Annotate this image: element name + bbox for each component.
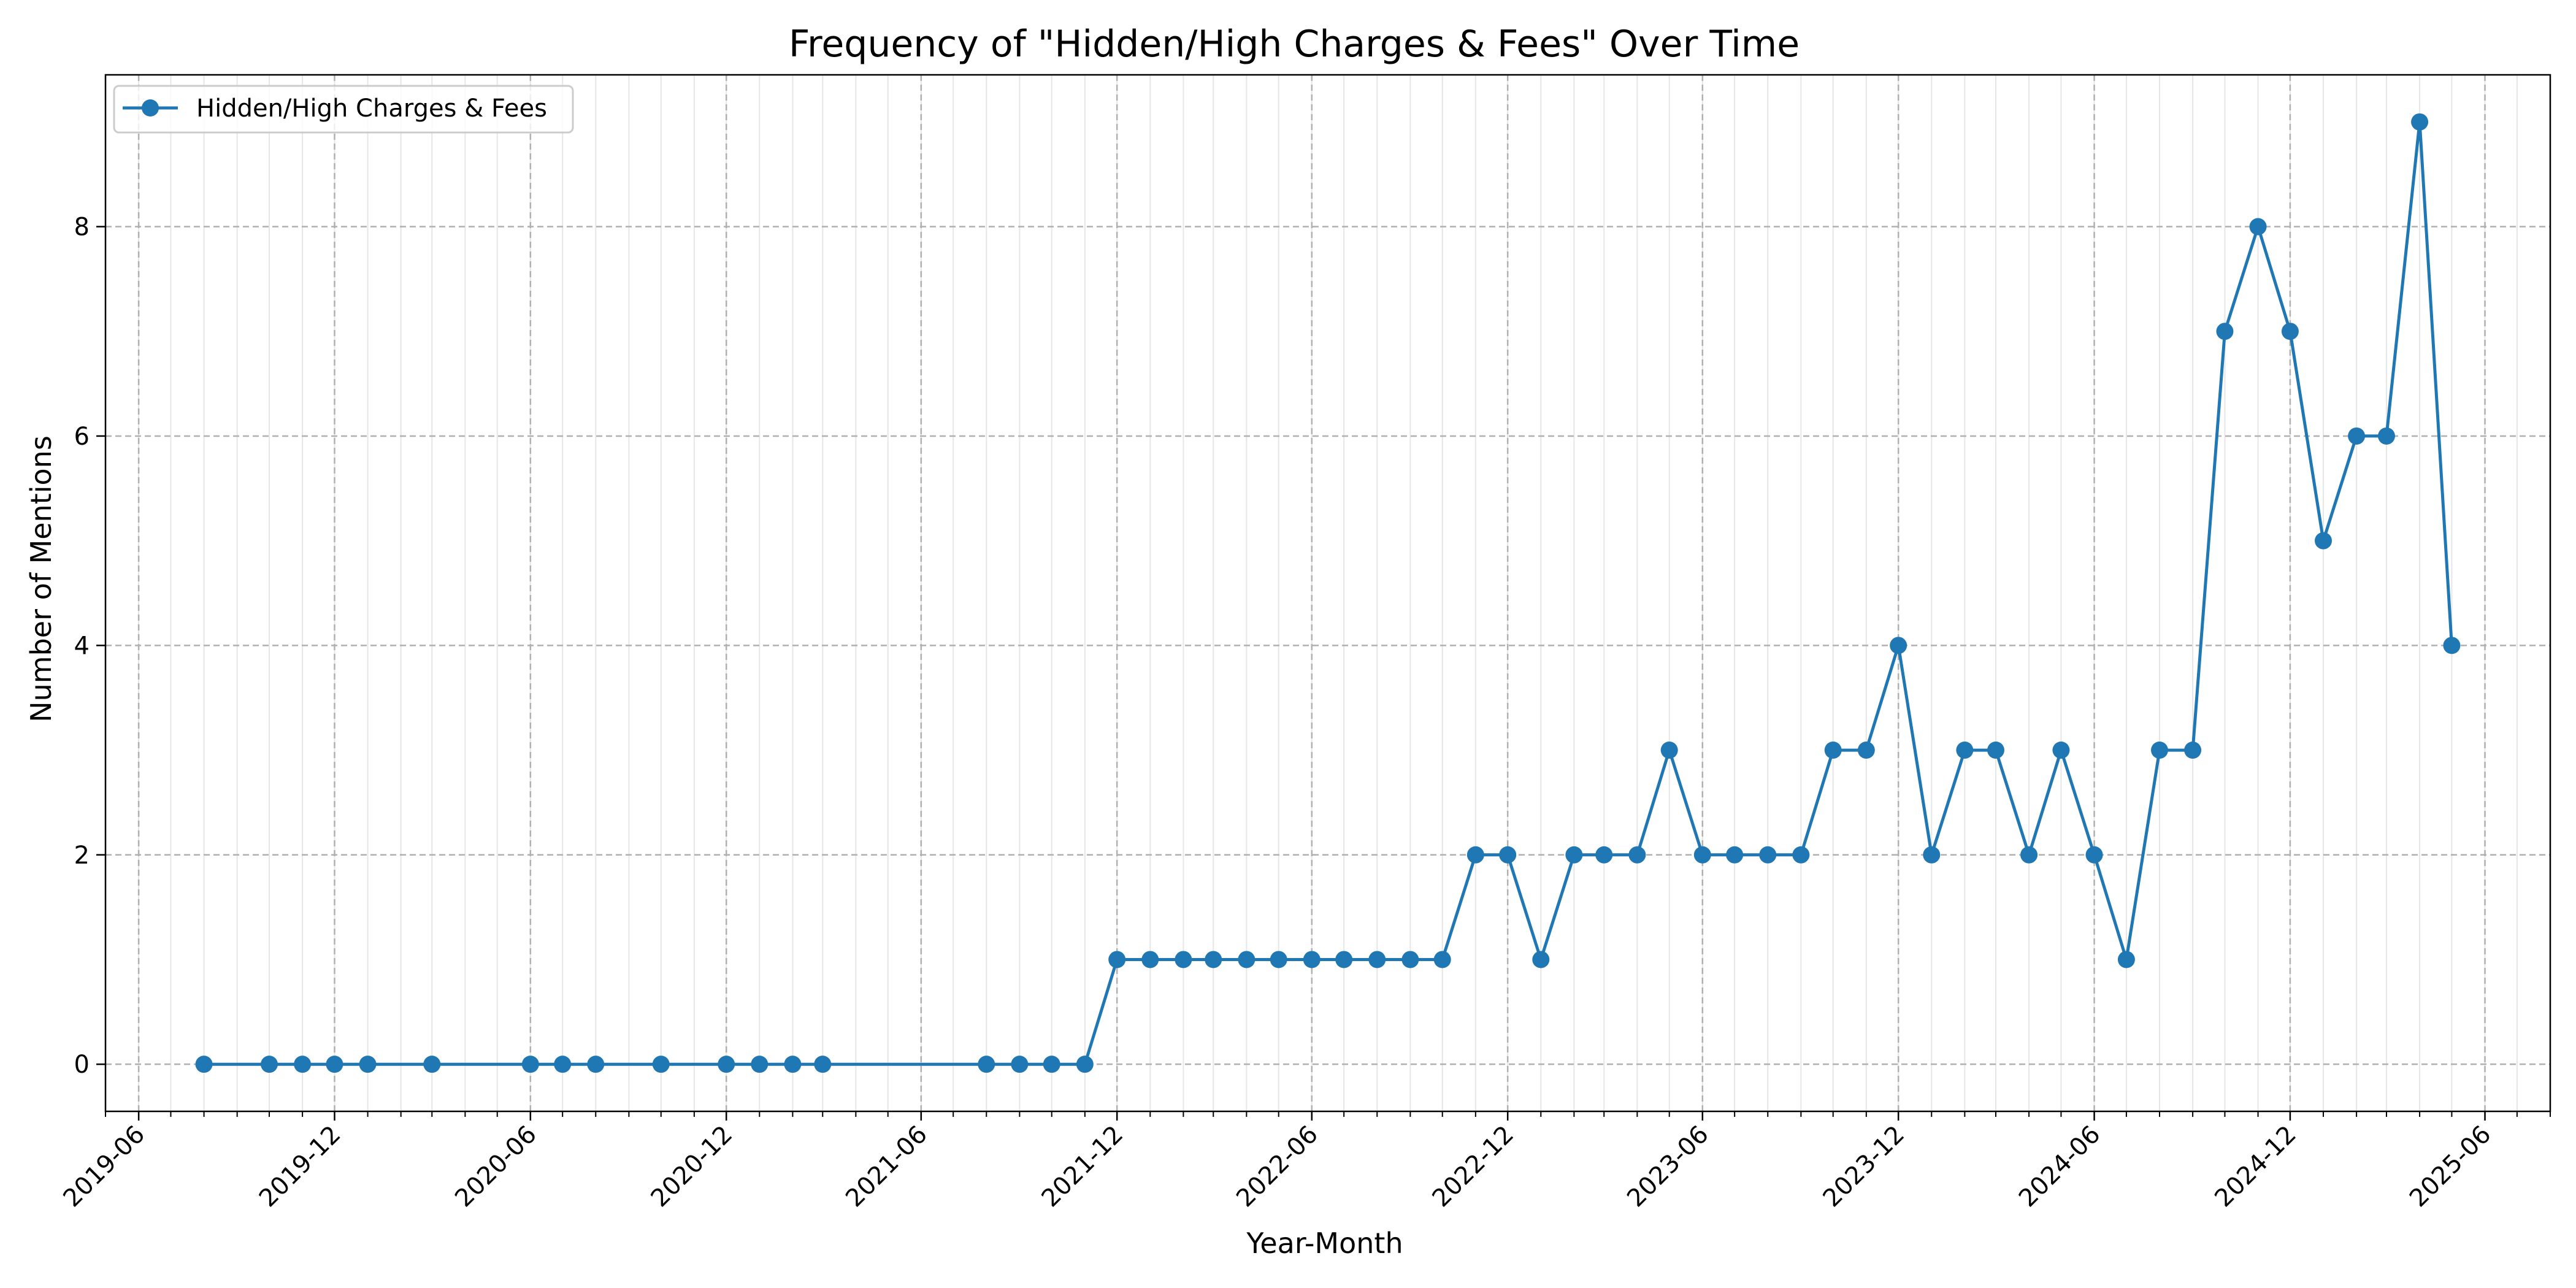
data-point xyxy=(1335,951,1353,968)
legend-entry: Hidden/High Charges & Fees xyxy=(196,94,547,123)
data-point xyxy=(326,1056,343,1073)
major-grid xyxy=(105,75,2550,1111)
data-point xyxy=(1270,951,1287,968)
data-point xyxy=(2348,427,2366,445)
data-point xyxy=(1792,846,1810,864)
x-tick-label: 2019-06 xyxy=(58,1121,150,1213)
data-point xyxy=(1759,846,1777,864)
data-point xyxy=(1987,742,2004,759)
data-point xyxy=(1043,1056,1060,1073)
data-point xyxy=(1238,951,1255,968)
data-point xyxy=(1011,1056,1029,1073)
data-point xyxy=(2085,846,2103,864)
x-tick-label: 2020-12 xyxy=(646,1121,738,1213)
data-point xyxy=(2117,951,2135,968)
data-point xyxy=(2020,846,2038,864)
x-tick-label: 2021-06 xyxy=(840,1121,933,1213)
data-point xyxy=(294,1056,312,1073)
data-point xyxy=(1595,846,1613,864)
data-point xyxy=(1076,1056,1094,1073)
data-point xyxy=(195,1056,213,1073)
data-point xyxy=(1141,951,1159,968)
data-point xyxy=(1499,846,1517,864)
data-point xyxy=(1660,742,1678,759)
data-point xyxy=(1693,846,1711,864)
series-layer xyxy=(195,113,2461,1073)
data-point xyxy=(1205,951,1222,968)
data-point xyxy=(1956,742,1974,759)
data-point xyxy=(2184,742,2202,759)
data-point xyxy=(751,1056,769,1073)
minor-grid xyxy=(105,75,2551,1111)
plot-frame xyxy=(104,74,2551,1113)
y-tick-label: 4 xyxy=(74,632,90,660)
data-point xyxy=(261,1056,278,1073)
x-tick-label: 2023-12 xyxy=(1818,1121,1911,1213)
data-point xyxy=(359,1056,377,1073)
data-point xyxy=(718,1056,735,1073)
y-tick-label: 0 xyxy=(74,1051,90,1079)
data-point xyxy=(1923,846,1941,864)
x-tick-label: 2024-06 xyxy=(2014,1121,2106,1213)
data-point xyxy=(1303,951,1321,968)
data-point xyxy=(1824,742,1842,759)
data-point xyxy=(1175,951,1192,968)
data-point xyxy=(784,1056,802,1073)
data-point xyxy=(1890,637,1907,654)
data-point xyxy=(423,1056,441,1073)
data-point xyxy=(1565,846,1583,864)
data-point xyxy=(554,1056,572,1073)
x-tick-label: 2023-06 xyxy=(1622,1121,1714,1213)
data-point xyxy=(2052,742,2070,759)
x-axis-label: Year-Month xyxy=(1246,1227,1403,1260)
y-tick-label: 8 xyxy=(74,213,90,242)
data-point xyxy=(1532,951,1550,968)
data-point xyxy=(1726,846,1744,864)
x-tick-label: 2022-12 xyxy=(1427,1121,1520,1213)
x-tick-label: 2021-12 xyxy=(1037,1121,1129,1213)
axes xyxy=(104,74,2551,1113)
x-tick-label: 2022-06 xyxy=(1231,1121,1324,1213)
y-axis-label: Number of Mentions xyxy=(25,435,58,723)
data-point xyxy=(2443,637,2461,654)
x-tick-label: 2020-06 xyxy=(450,1121,542,1213)
data-point xyxy=(814,1056,832,1073)
data-point xyxy=(2216,323,2234,340)
data-point xyxy=(1628,846,1646,864)
legend-box xyxy=(113,85,574,134)
data-point xyxy=(1108,951,1126,968)
data-point xyxy=(1466,846,1484,864)
x-tick-label: 2019-12 xyxy=(254,1121,347,1213)
x-tick-label: 2024-12 xyxy=(2209,1121,2302,1213)
data-point xyxy=(978,1056,995,1073)
data-point xyxy=(2377,427,2395,445)
data-point xyxy=(2151,742,2169,759)
data-point xyxy=(2249,218,2267,236)
data-point xyxy=(1433,951,1451,968)
data-point xyxy=(1368,951,1386,968)
chart-title: Frequency of "Hidden/High Charges & Fees… xyxy=(789,23,1800,66)
legend-marker-swatch xyxy=(142,99,159,117)
x-tick-label: 2025-06 xyxy=(2404,1121,2497,1213)
y-tick-label: 2 xyxy=(74,841,90,870)
data-point xyxy=(2315,532,2333,550)
data-point xyxy=(587,1056,605,1073)
data-point xyxy=(2411,113,2429,131)
y-tick-label: 6 xyxy=(74,423,90,451)
series-line xyxy=(204,120,2453,1066)
data-point xyxy=(652,1056,670,1073)
legend: Hidden/High Charges & Fees xyxy=(113,85,574,134)
data-point xyxy=(1857,742,1875,759)
data-point xyxy=(521,1056,539,1073)
data-point xyxy=(2281,323,2299,340)
data-point xyxy=(1401,951,1419,968)
